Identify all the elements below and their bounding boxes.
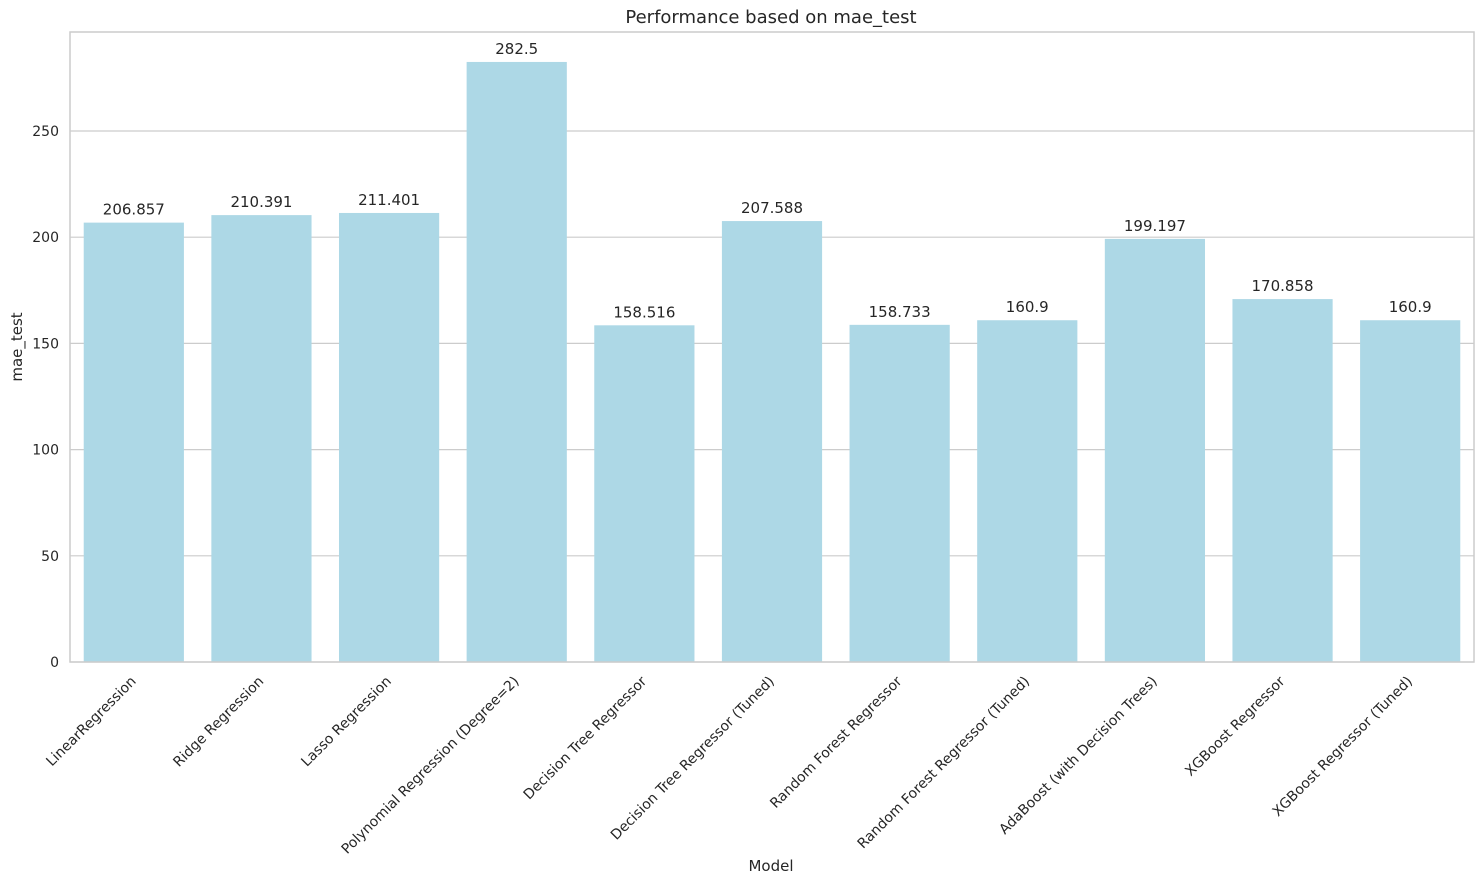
- y-tick-label: 0: [50, 655, 59, 671]
- chart-title: Performance based on mae_test: [625, 7, 916, 28]
- bar-value-label: 158.733: [869, 303, 931, 321]
- x-tick-label: Decision Tree Regressor: [521, 673, 651, 803]
- bar: [1104, 238, 1206, 663]
- bar-value-labels: 206.857 210.391 211.401 282.5 158.516 207.588…: [103, 40, 1432, 321]
- bars: [83, 61, 1461, 663]
- bar: [721, 221, 823, 662]
- bar: [338, 212, 440, 663]
- x-tick-label: AdaBoost (with Decision Trees): [996, 674, 1160, 838]
- bar: [466, 61, 567, 663]
- y-tick-label: 150: [32, 336, 59, 352]
- y-tick-label: 250: [32, 124, 59, 140]
- bar-value-label: 158.516: [613, 303, 675, 321]
- bar: [1232, 299, 1333, 662]
- x-tick-label: XGBoost Regressor: [1182, 673, 1288, 779]
- bar: [977, 320, 1078, 662]
- bar-value-label: 210.391: [230, 193, 292, 211]
- bar: [211, 215, 312, 662]
- x-tick-label: LinearRegression: [43, 674, 139, 770]
- bar-value-label: 206.857: [103, 201, 165, 219]
- y-axis-label: mae_test: [8, 312, 27, 381]
- y-tick-label: 50: [41, 549, 59, 565]
- x-axis-label: Model: [748, 857, 793, 875]
- bar-value-label: 170.858: [1252, 277, 1314, 295]
- bar-value-label: 207.588: [741, 199, 803, 217]
- x-tick-label: Random Forest Regressor: [767, 673, 905, 811]
- y-tick-label: 200: [32, 230, 59, 246]
- bar-value-label: 199.197: [1124, 217, 1186, 235]
- plot-frame: [69, 31, 1475, 663]
- x-tick-label: XGBoost Regressor (Tuned): [1270, 674, 1416, 820]
- bar-value-label: 160.9: [1389, 298, 1432, 316]
- bar-value-label: 211.401: [358, 191, 420, 209]
- bar: [594, 325, 695, 662]
- bar: [849, 324, 950, 662]
- bar-value-label: 282.5: [495, 40, 538, 58]
- bar: [83, 222, 184, 662]
- y-tick-label: 100: [32, 443, 59, 459]
- x-tick-label: Ridge Regression: [170, 674, 267, 771]
- bar-value-label: 160.9: [1006, 298, 1049, 316]
- x-tick-labels: LinearRegression Ridge Regression Lasso Re…: [43, 673, 1416, 857]
- y-tick-labels: 0 50 100 150 200 250: [32, 124, 59, 671]
- bar: [1360, 320, 1461, 662]
- x-tick-label: Lasso Regression: [298, 674, 395, 771]
